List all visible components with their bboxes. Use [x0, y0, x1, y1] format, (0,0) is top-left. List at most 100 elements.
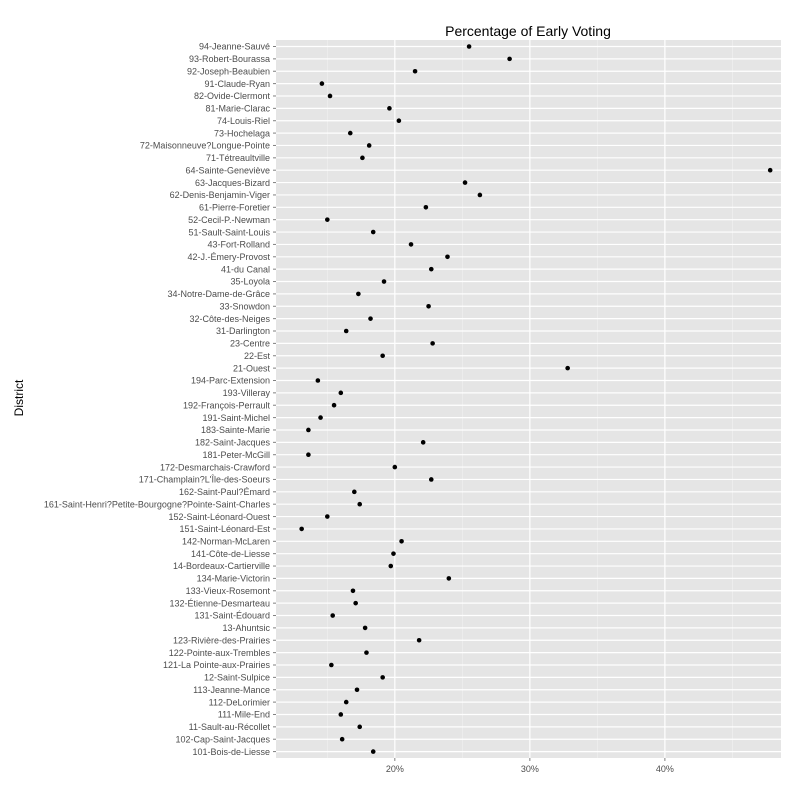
data-point — [362, 625, 368, 631]
data-point — [387, 106, 392, 111]
data-point — [319, 81, 325, 86]
y-tick-label: 92-Joseph-Beaubien — [187, 66, 270, 76]
y-tick-label: 35-Loyola — [230, 277, 270, 287]
data-point — [380, 353, 385, 359]
y-tick-label: 112-DeLorimier — [209, 697, 270, 707]
plot-panel — [276, 40, 781, 758]
data-point — [306, 427, 311, 433]
data-point — [507, 56, 512, 62]
y-tick-label: 11-Sault-au-Récollet — [189, 722, 271, 732]
y-tick-label: 94-Jeanne-Sauvé — [199, 42, 270, 52]
data-point — [353, 600, 358, 606]
data-point — [338, 390, 344, 396]
y-tick-label: 172-Desmarchais-Crawford — [160, 462, 270, 472]
data-point — [767, 167, 773, 173]
data-point — [356, 291, 361, 297]
data-point — [360, 155, 365, 161]
data-point — [426, 303, 431, 309]
data-point — [352, 489, 357, 495]
minor-grid — [327, 40, 733, 758]
data-point — [412, 68, 418, 74]
y-tick-label: 132-Étienne-Desmarteau — [169, 598, 270, 608]
data-point — [299, 526, 304, 532]
data-point — [399, 539, 404, 544]
data-point — [331, 402, 337, 408]
y-tick-label: 192-François-Perrault — [183, 400, 271, 410]
data-point — [343, 328, 349, 334]
y-tick-label: 64-Sainte-Geneviève — [185, 165, 270, 175]
data-point — [325, 217, 330, 222]
major-grid — [273, 40, 781, 761]
data-point — [370, 229, 376, 235]
y-tick-label: 63-Jacques-Bizard — [195, 178, 270, 188]
data-point — [423, 205, 429, 210]
data-point — [357, 501, 363, 507]
data-point — [366, 143, 372, 148]
data-point — [318, 415, 323, 420]
chart-title: Percentage of Early Voting — [445, 23, 611, 39]
data-point — [466, 44, 472, 49]
data-point — [381, 279, 387, 284]
x-tick-label: 30% — [521, 764, 539, 774]
y-tick-label: 21-Ouest — [233, 363, 271, 373]
data-point — [347, 130, 353, 136]
y-tick-label: 42-J.-Émery-Provost — [187, 252, 270, 262]
y-tick-label: 191-Saint-Michel — [202, 413, 270, 423]
data-point — [428, 266, 434, 272]
y-tick-label: 32-Côte-des-Neiges — [189, 314, 270, 324]
data-point — [315, 378, 321, 383]
y-tick-label: 72-Maisonneuve?Longue-Pointe — [140, 141, 270, 151]
y-tick-label: 31-Darlington — [216, 326, 270, 336]
data-point — [343, 699, 349, 705]
y-tick-label: 13-Ahuntsic — [222, 623, 270, 633]
data-point — [392, 464, 398, 470]
y-tick-label: 43-Fort-Rolland — [207, 240, 270, 250]
data-point — [428, 477, 434, 482]
data-point — [370, 749, 376, 754]
y-tick-label: 102-Cap-Saint-Jacques — [175, 734, 270, 744]
y-tick-label: 33-Snowdon — [219, 301, 270, 311]
data-point — [477, 192, 483, 198]
y-tick-label: 12-Saint-Sulpice — [204, 673, 270, 683]
data-point — [388, 563, 394, 569]
data-point — [368, 316, 373, 321]
x-tick-label: 20% — [386, 764, 404, 774]
y-tick-label: 62-Denis-Benjamin-Viger — [170, 190, 270, 200]
y-tick-label: 151-Saint-Léonard-Est — [179, 524, 270, 534]
data-point — [420, 440, 426, 445]
y-tick-label: 74-Louis-Riel — [217, 116, 270, 126]
y-tick-label: 161-Saint-Henri?Petite-Bourgogne?Pointe-… — [44, 499, 271, 509]
data-point — [329, 662, 334, 668]
y-tick-label: 181-Peter-McGill — [202, 450, 270, 460]
y-tick-label: 122-Pointe-aux-Trembles — [169, 648, 271, 658]
y-tick-label: 73-Hochelaga — [214, 128, 270, 138]
data-point — [357, 724, 363, 730]
y-tick-label: 194-Parc-Extension — [191, 376, 270, 386]
data-point — [339, 736, 345, 742]
y-tick-label: 22-Est — [244, 351, 271, 361]
y-tick-label: 171-Champlain?L'Île-des-Soeurs — [139, 475, 271, 485]
data-point — [430, 341, 435, 346]
y-tick-label: 123-Rivière-des-Prairies — [173, 635, 271, 645]
data-point — [327, 93, 333, 99]
y-tick-label: 71-Tétreaultville — [206, 153, 270, 163]
y-tick-label: 34-Notre-Dame-de-Grâce — [167, 289, 270, 299]
y-tick-label: 61-Pierre-Foretier — [199, 203, 270, 213]
y-tick-label: 41-du Canal — [221, 264, 270, 274]
y-tick-label: 183-Sainte-Marie — [201, 425, 270, 435]
data-point — [325, 514, 330, 519]
y-tick-label: 131-Saint-Édouard — [194, 611, 270, 621]
y-tick-label: 113-Jeanne-Mance — [193, 685, 270, 695]
y-tick-label: 141-Côte-de-Liesse — [191, 549, 270, 559]
y-tick-label: 193-Villeray — [223, 388, 271, 398]
y-tick-label: 111-Mile-End — [218, 710, 270, 720]
data-point — [364, 650, 369, 655]
data-point — [565, 365, 570, 371]
data-point — [330, 613, 336, 618]
data-point — [396, 118, 402, 124]
y-tick-label: 52-Cecil-P.-Newman — [188, 215, 270, 225]
x-tick-label: 40% — [656, 764, 674, 774]
data-point — [350, 588, 356, 594]
x-tick-labels: 20% 30% 40% — [386, 764, 674, 774]
